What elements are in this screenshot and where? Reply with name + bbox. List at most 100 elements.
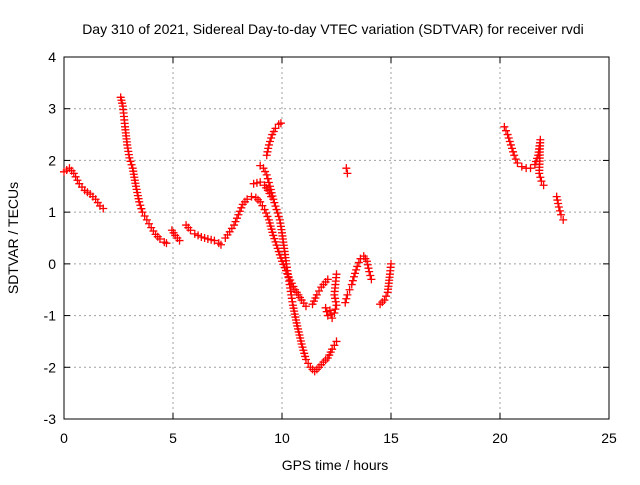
data-point [259,164,268,173]
data-point [230,221,239,230]
data-point [345,285,354,294]
data-point [234,210,243,219]
data-point [328,314,337,323]
data-point [506,140,515,149]
data-point [162,239,171,248]
y-tick-label: 0 [48,256,56,272]
data-point [341,298,350,307]
data-point [526,164,535,173]
data-point [331,305,340,314]
data-point [262,151,271,160]
data-point [276,119,285,128]
data-point [263,174,272,183]
data-point [363,257,372,266]
data-point [231,217,240,226]
data-point [323,275,332,284]
data-point [380,296,389,305]
x-tick-label: 25 [601,430,617,446]
y-tick-label: 3 [48,101,56,117]
data-point [539,181,548,190]
data-point [137,204,146,213]
data-point [510,151,519,160]
data-point [256,178,265,187]
data-point [235,207,244,216]
data-point [382,292,391,301]
x-axis-label: GPS time / hours [282,457,389,473]
data-point [262,170,271,179]
data-point [366,271,375,280]
data-point [210,236,219,245]
data-point [351,269,360,278]
data-point [271,124,280,133]
data-point [321,303,330,312]
data-point [500,122,509,131]
data-point [262,209,271,218]
data-point [505,137,514,146]
data-point [261,167,270,176]
data-point [363,260,372,269]
data-point [557,210,566,219]
data-point [501,126,510,135]
data-point [511,155,520,164]
data-point [155,235,164,244]
data-point [554,199,563,208]
data-point [271,202,280,211]
data-point [243,195,252,204]
grid-lines [64,57,609,419]
data-point [267,134,276,143]
data-point [553,196,562,205]
data-point [513,159,522,168]
data-point [349,272,358,281]
data-point [274,212,283,221]
tick-labels: 0 5 10 15 20 25 -3 -2 -1 0 1 2 3 4 [44,49,617,446]
data-point [535,169,544,178]
data-point [126,157,135,166]
x-tick-label: 15 [383,430,399,446]
y-tick-label: 1 [48,204,56,220]
y-tick-label: -1 [44,308,57,324]
data-point [537,177,546,186]
data-point [364,264,373,273]
data-point [559,215,568,224]
data-point [352,265,361,274]
data-point [330,308,339,317]
data-point [367,275,376,284]
data-point [264,140,273,149]
data-point [552,192,561,201]
data-point [175,236,184,245]
x-tick-label: 10 [274,430,290,446]
data-point [536,173,545,182]
data-point [247,192,256,201]
data-point [554,202,563,211]
data-point [71,172,80,181]
data-point [342,294,351,303]
data-point [387,259,395,268]
data-point [263,212,272,221]
data-point [342,164,351,173]
data-point [136,201,145,210]
data-point [325,306,334,315]
data-point [272,205,281,214]
data-point [503,130,512,139]
data-point [332,270,341,279]
y-tick-label: -3 [44,411,57,427]
data-point [232,214,241,223]
data-point [186,226,195,235]
data-point [260,205,269,214]
data-point [263,147,272,156]
y-tick-label: 2 [48,152,56,168]
y-tick-label: 4 [48,49,56,65]
data-point [332,301,341,310]
data-point [332,337,341,346]
data-point [509,147,518,156]
data-point [264,178,273,187]
data-point [301,302,310,311]
data-point [343,290,352,299]
y-axis-label: SDTVAR / TECUs [5,182,21,294]
data-point [555,206,564,215]
data-point [69,169,78,178]
data-point [347,280,356,289]
axes [63,56,610,420]
